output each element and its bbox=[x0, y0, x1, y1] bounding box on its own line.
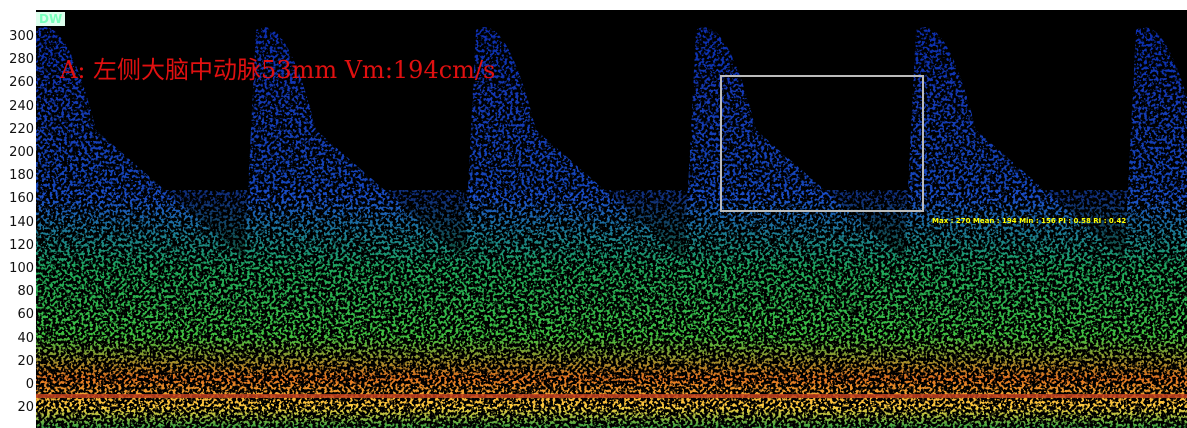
tick-label: 80 bbox=[0, 285, 34, 299]
tick-label: 60 bbox=[0, 308, 34, 322]
tick-label: 160 bbox=[0, 192, 34, 206]
tick-label: 220 bbox=[0, 123, 34, 137]
baseline bbox=[36, 394, 1187, 398]
vessel-label: A: 左侧大脑中动脉53mm Vm:194cm/s bbox=[60, 50, 495, 85]
measurement-box bbox=[720, 75, 924, 212]
tick-label: 40 bbox=[0, 332, 34, 346]
tick-label: 280 bbox=[0, 53, 34, 67]
tick-label: 180 bbox=[0, 169, 34, 183]
logo: DW bbox=[36, 12, 65, 26]
tick-label: 20 bbox=[0, 355, 34, 369]
tick-label: 100 bbox=[0, 262, 34, 276]
tick-label: 20 bbox=[0, 401, 34, 415]
tick-label: 260 bbox=[0, 76, 34, 90]
tick-label: 240 bbox=[0, 100, 34, 114]
tick-label: 200 bbox=[0, 146, 34, 160]
tick-label: 300 bbox=[0, 30, 34, 44]
measurement-readout: Max : 270 Mean : 194 Min : 156 PI : 0.58… bbox=[932, 217, 1126, 225]
tick-label: 120 bbox=[0, 239, 34, 253]
page: 3002802602402202001801601401201008060402… bbox=[0, 0, 1187, 428]
tick-label: 140 bbox=[0, 216, 34, 230]
tick-label: 0 bbox=[0, 378, 34, 392]
